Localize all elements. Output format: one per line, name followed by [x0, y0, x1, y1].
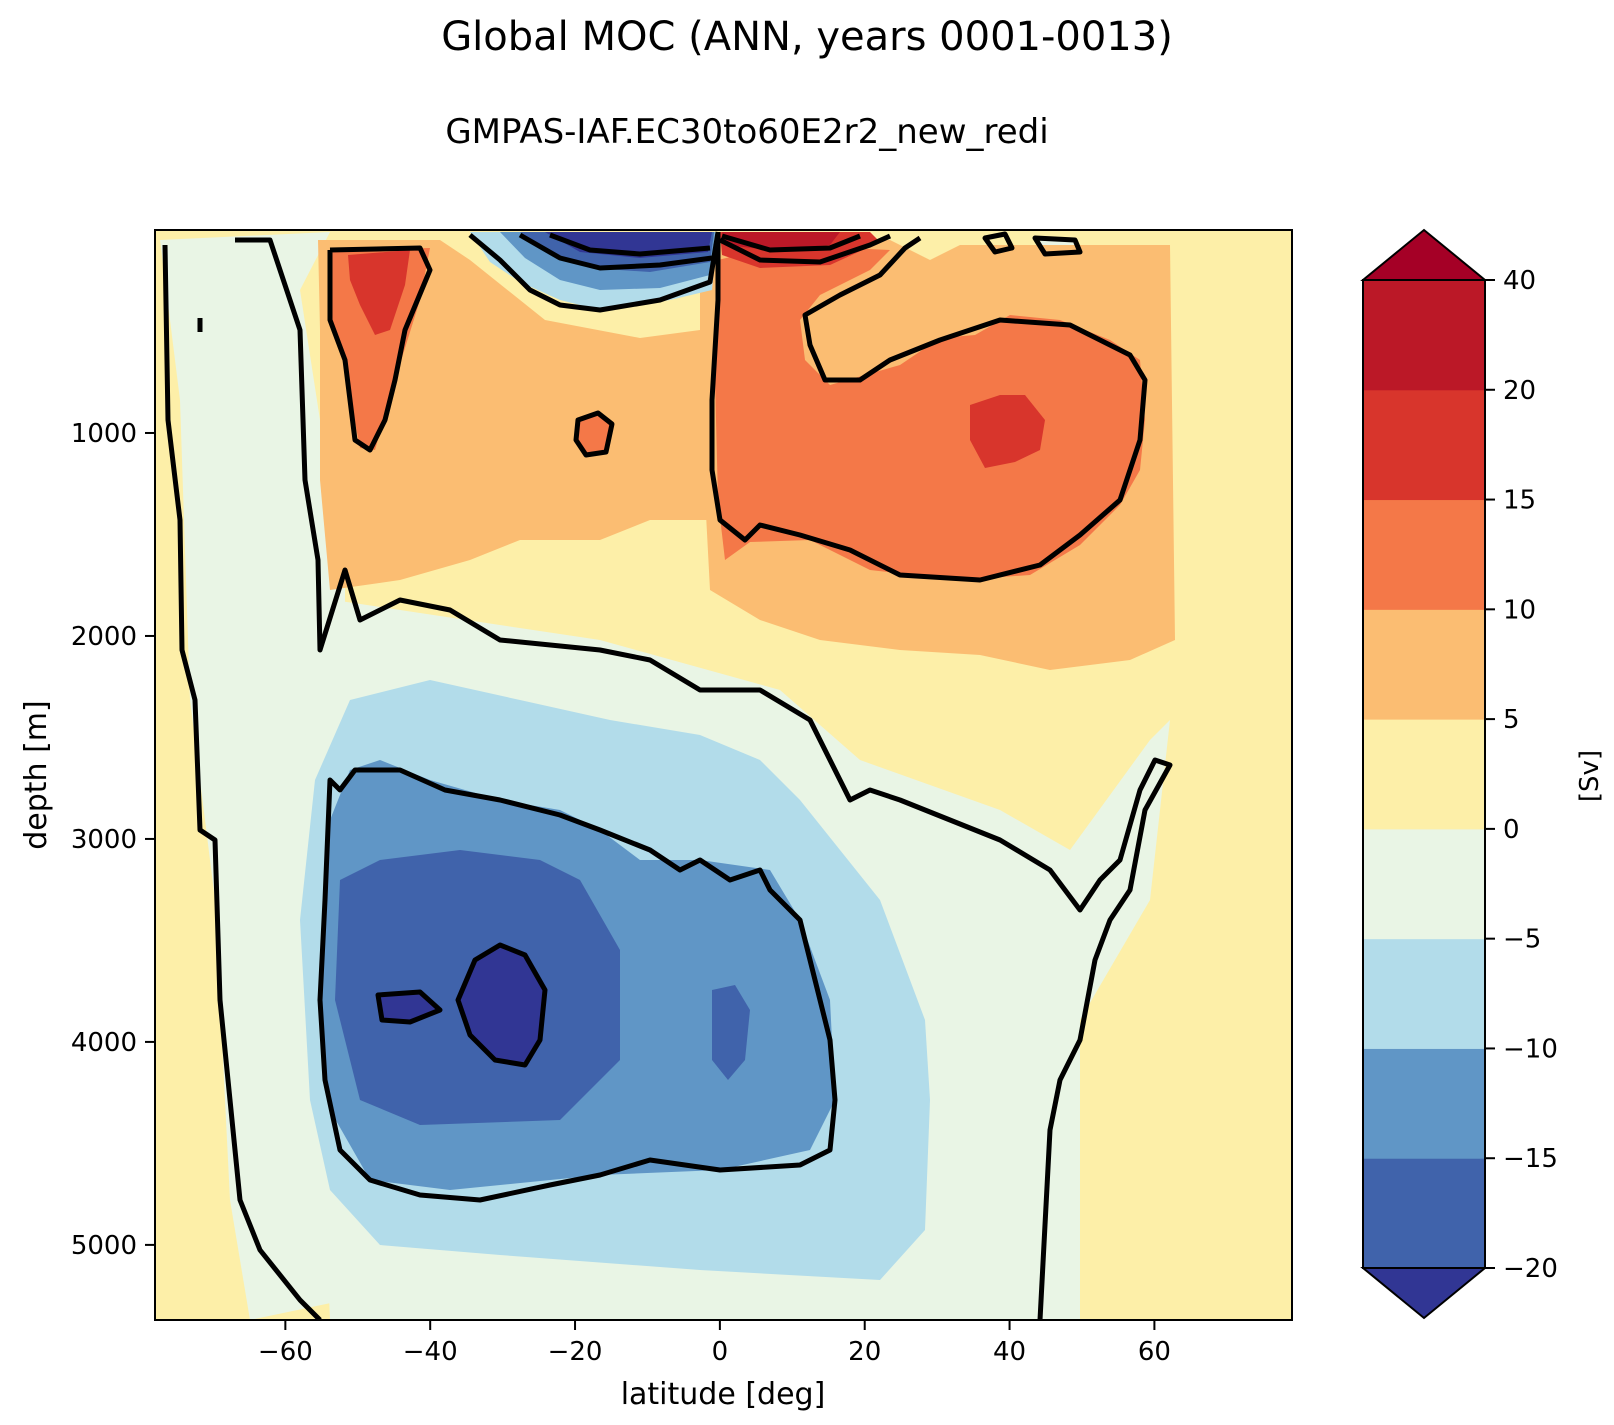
fill-below-minus20: [458, 945, 545, 1065]
colorbar-frame: [1362, 279, 1486, 1269]
contour-lines: [162, 231, 1173, 1320]
colorbar-tick-label: −10: [1503, 1034, 1558, 1064]
x-tick-label: 20: [848, 1337, 881, 1367]
x-axis-label: latitude [deg]: [621, 1377, 826, 1412]
contour-zero-islet-east: [1032, 235, 1083, 257]
y-tick-label: 5000: [71, 1231, 137, 1261]
contour-surface-positive-inner: [721, 233, 861, 253]
contour-surface-negative-core: [549, 232, 711, 257]
colorbar-band: [1363, 389, 1485, 501]
y-axis-label: depth [m]: [19, 700, 54, 850]
colorbar-under-triangle: [1360, 1267, 1488, 1320]
colorbar-tick-label: 10: [1503, 595, 1536, 625]
chart-title: Global MOC (ANN, years 0001-0013): [441, 14, 1173, 60]
colorbar-band: [1363, 499, 1485, 610]
y-tick-label: 4000: [71, 1028, 137, 1058]
y-axis: 1000 2000 3000 4000 5000: [71, 419, 155, 1261]
contour-zero-west: [162, 244, 322, 1320]
colorbar-band: [1363, 280, 1485, 391]
colorbar-tick-label: 0: [1503, 815, 1520, 845]
contour-zero-islet-north: [982, 231, 1015, 255]
x-tick-label: −20: [548, 1337, 603, 1367]
contour-zero-tropics: [709, 232, 1148, 583]
contour-surface-negative-inner: [518, 232, 713, 271]
colorbar-tick-label: 40: [1503, 266, 1536, 296]
fill-minus20-to-minus15-small: [712, 985, 750, 1080]
contour-deep-negative: [317, 767, 838, 1203]
colorbar-tick-label: 15: [1503, 486, 1536, 516]
fill-10-to-15-south: [330, 248, 430, 450]
y-tick-label: 3000: [71, 825, 137, 855]
colorbar-tick-label: 5: [1503, 705, 1520, 735]
colorbar-over-triangle: [1360, 228, 1488, 281]
contour-abyssal-small: [375, 989, 443, 1025]
x-tick-label: 0: [712, 1337, 729, 1367]
x-axis: −60 −40 −20 0 20 40 60: [258, 1320, 1171, 1367]
contour-ten-south: [327, 245, 433, 453]
chart-subtitle: GMPAS-IAF.EC30to60E2r2_new_redi: [445, 112, 1049, 152]
fill-10-to-15-mid: [575, 412, 612, 455]
y-tick-label: 2000: [71, 622, 137, 652]
fill-10-to-15-north: [715, 245, 1145, 580]
colorbar: −20 −15 −10 −5 0 5 10 15 20 40: [1360, 228, 1558, 1320]
contour-surface-negative: [468, 231, 721, 313]
colorbar-label: [Sv]: [1575, 750, 1605, 802]
y-tick-label: 1000: [71, 419, 137, 449]
colorbar-band: [1363, 938, 1485, 1049]
x-tick-label: 60: [1138, 1337, 1171, 1367]
colorbar-band: [1363, 609, 1485, 720]
x-tick-label: −40: [403, 1337, 458, 1367]
colorbar-tick-label: −20: [1503, 1254, 1558, 1284]
fill-5-to-10-south: [318, 235, 720, 590]
colorbar-band: [1363, 828, 1485, 940]
colorbar-band: [1363, 1048, 1485, 1159]
x-tick-label: −60: [258, 1337, 313, 1367]
fill-15-to-20-south: [348, 250, 410, 335]
contour-abyssal-core: [455, 942, 548, 1068]
plot-frame: [154, 229, 1293, 1321]
contour-surface-positive: [718, 233, 892, 265]
colorbar-tick-label: −15: [1503, 1144, 1558, 1174]
contour-zero-west-inner: [235, 237, 1173, 1320]
colorbar-band: [1363, 1158, 1485, 1269]
colorbar-band: [1363, 719, 1485, 830]
fill-15-to-20-north: [970, 395, 1045, 468]
contour-fills: [155, 230, 1292, 1320]
x-tick-label: 40: [993, 1337, 1026, 1367]
contour-ten-mid: [573, 410, 615, 458]
colorbar-tick-label: 20: [1503, 376, 1536, 406]
colorbar-tick-label: −5: [1503, 925, 1541, 955]
fill-minus5-to-0-west: [160, 232, 345, 1320]
